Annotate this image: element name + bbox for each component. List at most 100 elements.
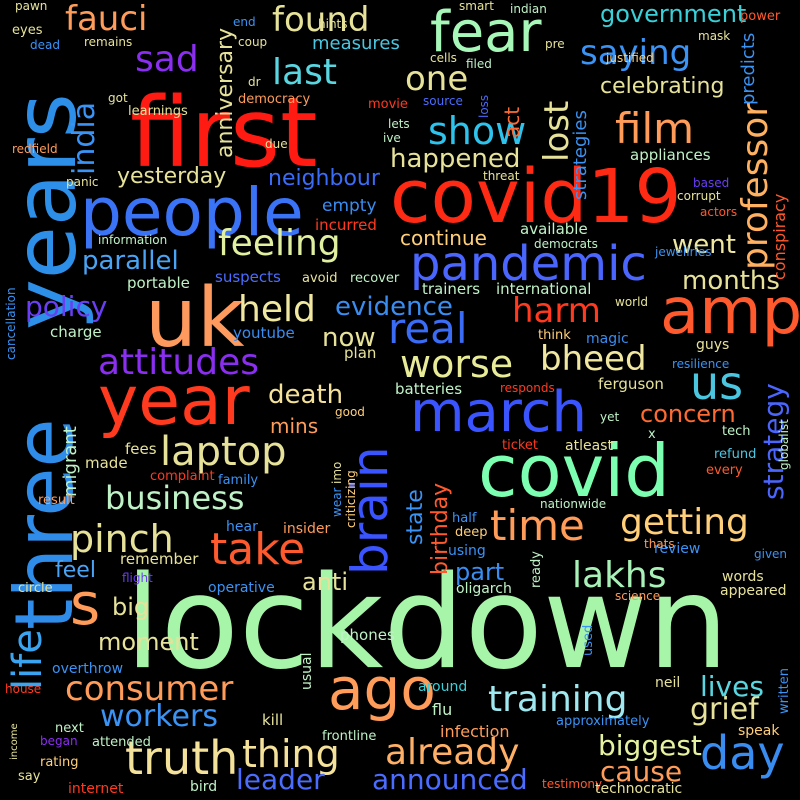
word: technocratic [595,782,682,796]
word: based [693,177,729,189]
word: getting [620,505,749,541]
word: justified [606,52,654,64]
word: time [490,505,585,547]
word: conspiracy [772,194,788,280]
word: attitudes [98,345,259,381]
word: speak [738,724,779,738]
word: corrupt [677,190,721,202]
word: last [272,55,337,91]
word: predicts [740,33,758,105]
word: empty [322,198,377,215]
word: remains [84,36,132,48]
word: began [40,735,78,747]
word: magic [586,332,629,346]
word: portable [127,276,190,291]
word: policy [25,293,107,321]
word: lets [388,118,410,130]
word: yesterday [117,166,226,188]
word: democrats [534,238,598,250]
word: power [740,10,780,23]
word: cells [430,52,457,64]
word: every [706,464,743,477]
word: approximately [556,715,649,728]
word: responds [500,382,555,394]
word: announced [372,766,528,794]
word: leader [236,766,325,794]
word: attended [92,736,151,749]
word: atleast [565,439,613,453]
word: wear [331,488,343,517]
word: appeared [720,584,787,598]
word: youtube [233,326,295,341]
word: house [5,683,41,695]
word: s [70,575,100,633]
word: information [98,234,167,246]
word: hints [318,18,348,30]
word: ready [530,551,543,588]
word: flight [122,572,153,584]
word: government [600,2,746,26]
word: dr [248,76,261,88]
word: bheed [540,342,647,376]
word: insider [283,522,330,536]
word: pre [545,38,565,50]
word: indian [510,3,547,15]
word: anti [302,570,348,594]
word: suspects [215,270,281,285]
word: act [502,107,522,138]
word: eyes [12,24,42,37]
word: panic [66,176,99,188]
word: fauci [65,2,148,36]
word: available [520,222,588,237]
word: learnings [128,105,188,118]
word: trainers [422,282,480,297]
word: migrant [62,426,80,497]
word: moment [98,630,199,654]
word: pawn [15,0,47,12]
word: globalist [778,419,790,470]
word: laptop [160,432,287,472]
word: appliances [630,148,711,163]
word: professor [738,102,774,270]
word: refund [714,448,756,461]
word: flu [432,702,452,718]
word: yet [600,411,619,423]
word: say [18,770,40,783]
word: international [496,282,591,297]
word: half [452,512,476,525]
word: income [10,723,20,760]
word: film [615,108,694,150]
word: mask [698,30,730,42]
word: redfield [12,143,58,155]
word: circle [18,582,53,595]
word: life [8,629,48,690]
word: fees [125,442,157,457]
word: hear [226,520,258,534]
word: end [233,16,256,28]
word: measures [312,35,400,53]
word: filed [466,58,492,70]
word: internet [68,782,123,796]
word: words [722,570,764,584]
word: complaint [150,470,215,483]
word: bird [190,780,217,794]
word: made [85,456,128,471]
word: worse [400,345,513,383]
word: testimony [542,778,602,790]
word: months [682,268,780,294]
word: operative [208,581,275,595]
word: science [615,590,660,602]
word: nationwide [540,498,606,510]
word: threat [483,170,519,182]
word: ferguson [598,377,664,392]
word: continue [400,228,487,248]
word: recover [350,272,399,285]
word: lives [700,673,764,701]
word: actors [700,206,737,218]
word: kill [262,713,283,728]
word: thats [644,538,675,550]
word: movie [368,98,408,111]
word: using [448,544,486,558]
word: charge [50,325,102,340]
word: cancellation [5,287,17,360]
